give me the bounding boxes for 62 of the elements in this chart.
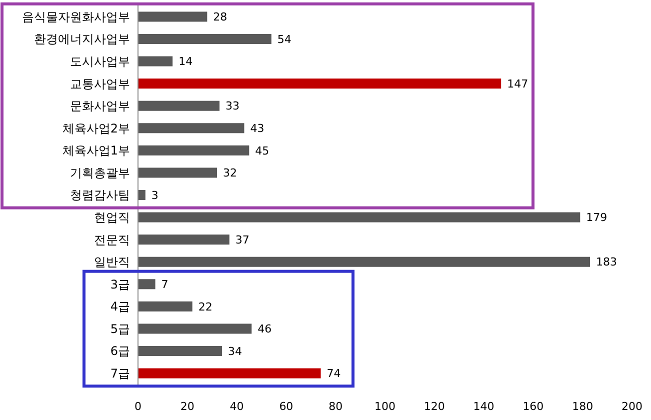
bar: [138, 145, 250, 156]
bar: [138, 100, 220, 111]
x-tick-label: 60: [279, 400, 294, 413]
y-tick-label: 기획총괄부: [70, 166, 130, 180]
data-label: 54: [277, 32, 292, 46]
data-label: 22: [198, 300, 212, 314]
y-tick-label: 도시사업부: [70, 54, 130, 68]
bar: [138, 279, 156, 290]
y-tick-label: 체육사업2부: [62, 121, 130, 136]
y-tick-label: 현업직: [94, 210, 130, 224]
data-label: 179: [586, 211, 608, 224]
x-tick-label: 0: [134, 400, 142, 413]
x-tick-label: 140: [473, 400, 494, 413]
y-tick-label: 문화사업부: [70, 99, 130, 114]
bar: [138, 301, 192, 312]
y-tick-label: 5급: [110, 322, 130, 336]
bar: [138, 168, 218, 178]
x-tick-label: 40: [230, 400, 244, 413]
y-tick-label: 3급: [110, 277, 130, 292]
data-label: 46: [258, 322, 272, 336]
data-label: 28: [213, 10, 228, 24]
data-label: 45: [255, 144, 270, 158]
x-tick-label: 180: [572, 400, 594, 413]
bar: [138, 346, 222, 356]
data-label: 37: [235, 233, 250, 246]
data-label: 3: [151, 188, 158, 202]
y-tick-label: 일반직: [94, 255, 130, 270]
bar: [138, 12, 208, 22]
y-tick-label: 4급: [110, 300, 130, 314]
x-tick-label: 120: [424, 400, 445, 413]
y-tick-label: 환경에너지사업부: [34, 32, 130, 46]
data-label: 14: [178, 55, 193, 68]
data-label: 34: [228, 344, 242, 358]
y-tick-label: 음식물자원화사업부: [22, 10, 130, 24]
y-tick-label: 교통사업부: [70, 76, 130, 91]
bar: [138, 190, 146, 200]
data-label: 33: [226, 100, 240, 113]
bar: [138, 123, 244, 134]
bar: [138, 78, 502, 89]
x-tick-label: 200: [622, 400, 642, 413]
bar: [138, 368, 321, 378]
data-label: 43: [250, 122, 264, 135]
x-tick-label: 100: [374, 400, 396, 413]
y-tick-label: 체육사업1부: [62, 144, 130, 158]
x-tick-label: 80: [328, 400, 343, 413]
data-label: 32: [223, 166, 238, 180]
y-tick-label: 7급: [110, 366, 130, 380]
bar: [138, 234, 230, 245]
y-tick-label: 전문직: [94, 232, 130, 247]
x-tick-label: 160: [522, 400, 544, 413]
y-tick-label: 6급: [110, 344, 130, 358]
bar: [138, 324, 252, 334]
x-tick-label: 20: [180, 400, 194, 413]
bar: [138, 56, 173, 66]
data-label: 183: [596, 256, 618, 269]
bar: [138, 256, 590, 267]
bar: [138, 212, 580, 222]
y-tick-label: 청렴감사팀: [70, 188, 130, 202]
data-label: 7: [161, 278, 168, 291]
data-label: 147: [507, 77, 528, 90]
data-label: 74: [326, 367, 341, 380]
bar: [138, 34, 272, 44]
